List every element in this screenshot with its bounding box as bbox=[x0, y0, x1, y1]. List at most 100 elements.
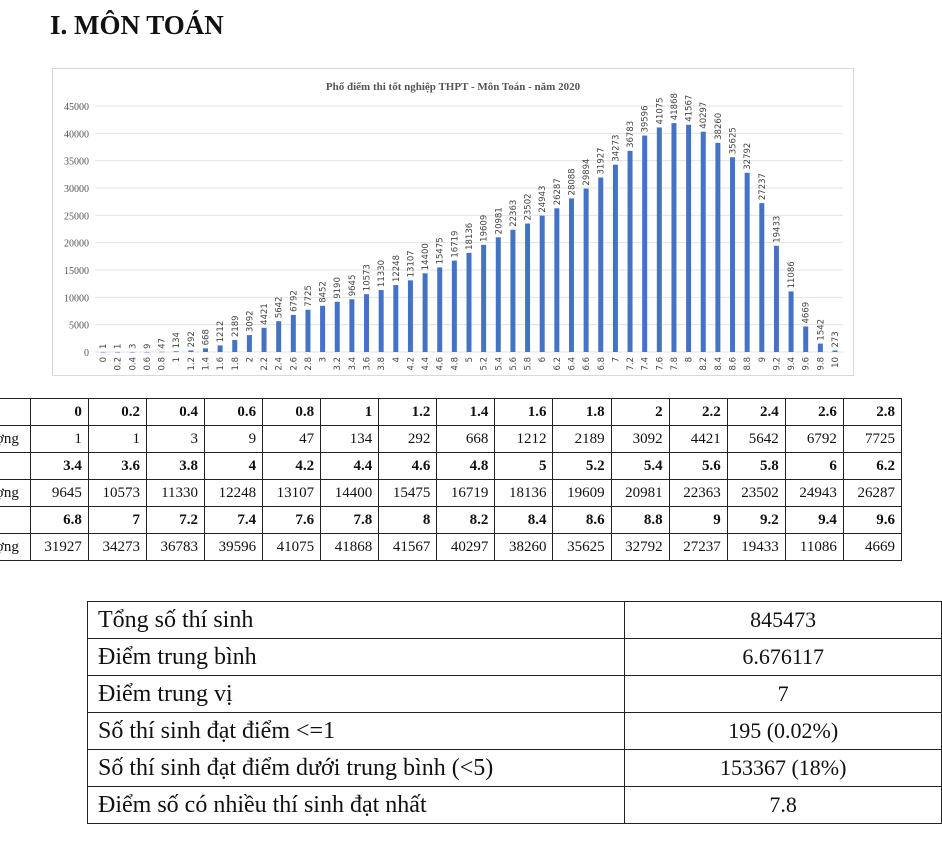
x-tick-label: 9.2 bbox=[772, 357, 782, 371]
x-tick-label: 2.8 bbox=[304, 357, 314, 371]
chart-title: Phổ điểm thi tốt nghiệp THPT - Môn Toán … bbox=[326, 81, 581, 93]
count-cell: 31927 bbox=[29, 533, 89, 561]
score-cell: 3.8 bbox=[145, 452, 206, 480]
x-tick-label: 3.8 bbox=[377, 357, 387, 371]
score-cell: 5.4 bbox=[610, 452, 670, 480]
data-label: 24943 bbox=[538, 186, 548, 213]
bar bbox=[393, 285, 399, 352]
data-label: 13107 bbox=[406, 250, 416, 277]
count-cell: 9645 bbox=[29, 479, 89, 507]
x-tick-label: 0.4 bbox=[128, 357, 138, 371]
bar bbox=[554, 208, 560, 352]
data-label: 41868 bbox=[670, 93, 680, 120]
x-tick-label: 5.2 bbox=[480, 357, 490, 371]
score-cell: 4 bbox=[204, 452, 264, 480]
x-tick-label: 8 bbox=[685, 357, 695, 362]
count-cell: 23502 bbox=[726, 479, 786, 507]
data-label: 14400 bbox=[421, 243, 431, 270]
bar bbox=[525, 223, 531, 352]
bar bbox=[276, 321, 282, 352]
data-label: 23502 bbox=[524, 193, 534, 220]
x-tick-label: 0.6 bbox=[143, 357, 153, 371]
count-cell: 19433 bbox=[726, 533, 786, 561]
x-tick-label: 8.8 bbox=[743, 357, 753, 371]
bar bbox=[173, 351, 179, 352]
score-cell: 5.2 bbox=[552, 452, 612, 480]
empty-cell bbox=[0, 506, 31, 534]
score-cell: 9 bbox=[668, 506, 728, 534]
x-tick-label: 2 bbox=[245, 357, 255, 362]
score-cell: 5.6 bbox=[668, 452, 728, 480]
x-tick-label: 9.6 bbox=[802, 357, 812, 371]
summary-label: Điểm trung vị bbox=[86, 675, 626, 713]
score-cell: 7 bbox=[87, 506, 147, 534]
score-cell: 7.8 bbox=[320, 506, 380, 534]
bar bbox=[495, 237, 501, 352]
data-label: 9190 bbox=[333, 277, 343, 299]
score-cell: 2.2 bbox=[668, 398, 728, 426]
bar bbox=[261, 327, 267, 352]
count-cell: 47 bbox=[262, 425, 322, 453]
count-cell: 27237 bbox=[668, 533, 728, 561]
bar bbox=[730, 157, 736, 352]
row-label: Số lượng bbox=[0, 425, 31, 453]
score-cell: 2.6 bbox=[784, 398, 844, 426]
bar bbox=[334, 301, 340, 352]
count-cell: 9 bbox=[204, 425, 264, 453]
score-row: 6.8 7 7.2 7.4 7.6 7.8 8 8.2 8.4 8.6 8.8 9 9.2 9.4 9.6 bbox=[0, 506, 903, 534]
distribution-table: 00.20.40.60.811.21.41.61.822.22.42.62.8S… bbox=[0, 398, 903, 561]
summary-label: Điểm trung bình bbox=[86, 638, 626, 676]
data-label: 7725 bbox=[304, 285, 314, 307]
x-tick-label: 6.4 bbox=[567, 357, 577, 371]
bar bbox=[642, 135, 648, 352]
data-label: 18136 bbox=[465, 223, 475, 250]
section-heading: I. MÔN TOÁN bbox=[50, 10, 224, 40]
data-label: 39596 bbox=[641, 105, 651, 132]
data-label: 5642 bbox=[275, 297, 285, 319]
x-tick-label: 6.8 bbox=[597, 357, 607, 371]
data-label: 1 bbox=[99, 344, 109, 349]
data-label: 29894 bbox=[582, 159, 592, 186]
data-label: 19609 bbox=[480, 215, 490, 242]
y-tick-label: 30000 bbox=[64, 184, 89, 195]
x-tick-label: 4.8 bbox=[450, 357, 460, 371]
x-tick-label: 7.4 bbox=[641, 357, 651, 371]
score-row: 0 0.2 0.4 0.6 0.8 1 1.2 1.4 1.6 1.8 2 2.2 2.4 2.6 2.8 bbox=[0, 398, 903, 426]
x-tick-label: 3.2 bbox=[333, 357, 343, 371]
summary-label: Số thí sinh đạt điểm dưới trung bình (<5… bbox=[86, 749, 626, 787]
summary-value: 153367 (18%) bbox=[624, 749, 942, 787]
count-cell: 24943 bbox=[784, 479, 844, 507]
count-cell: 32792 bbox=[610, 533, 670, 561]
score-cell: 6.2 bbox=[842, 452, 903, 480]
score-cell: 1.8 bbox=[552, 398, 612, 426]
score-cell: 1.6 bbox=[494, 398, 554, 426]
count-cell: 134 bbox=[320, 425, 380, 453]
chart-svg: Phổ điểm thi tốt nghiệp THPT - Môn Toán … bbox=[64, 81, 843, 371]
score-cell: 7.4 bbox=[204, 506, 264, 534]
data-label: 35625 bbox=[729, 127, 739, 154]
summary-row: Điểm số có nhiều thí sinh đạt nhất 7.8 bbox=[86, 786, 942, 824]
bar bbox=[788, 291, 794, 352]
data-label: 11330 bbox=[377, 260, 387, 287]
score-cell: 0.8 bbox=[262, 398, 322, 426]
summary-row: Điểm trung bình 6.676117 bbox=[86, 638, 942, 676]
score-cell: 4.2 bbox=[262, 452, 322, 480]
x-tick-label: 5.8 bbox=[524, 357, 534, 371]
score-cell: 1 bbox=[320, 398, 380, 426]
count-cell: 39596 bbox=[204, 533, 264, 561]
score-cell: 5.8 bbox=[726, 452, 786, 480]
summary-label: Số thí sinh đạt điểm <=1 bbox=[86, 712, 626, 750]
summary-value: 7 bbox=[624, 675, 942, 713]
data-label: 32792 bbox=[743, 143, 753, 170]
bar bbox=[217, 345, 223, 352]
x-tick-label: 6.6 bbox=[582, 357, 592, 371]
bar bbox=[568, 198, 574, 352]
score-cell: 5 bbox=[494, 452, 554, 480]
data-label: 134 bbox=[172, 332, 182, 348]
y-tick-label: 25000 bbox=[64, 211, 89, 222]
data-label: 1542 bbox=[816, 319, 826, 341]
bar bbox=[202, 348, 208, 352]
bar bbox=[232, 340, 238, 352]
count-row: Số lượng31927342733678339596410754186841… bbox=[0, 533, 903, 561]
bar bbox=[437, 267, 443, 352]
